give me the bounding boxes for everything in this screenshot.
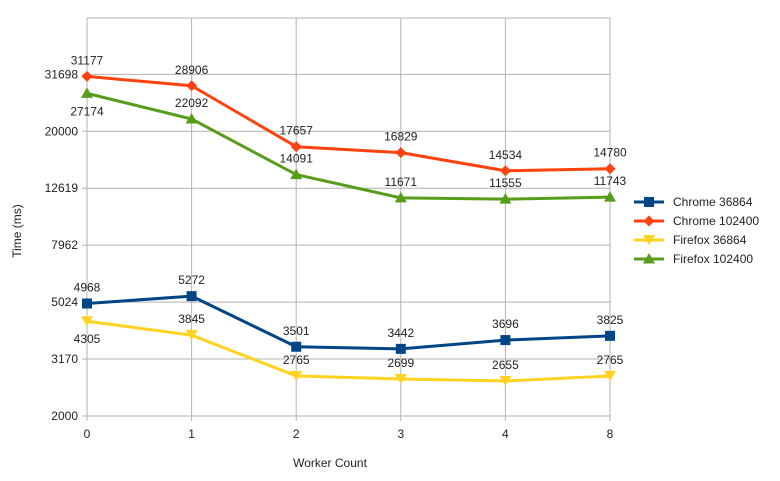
data-label: 14534	[489, 148, 523, 162]
data-point	[81, 70, 93, 82]
data-point	[394, 373, 407, 384]
data-point	[290, 168, 303, 180]
data-point	[604, 370, 616, 381]
y-tick-label: 31698	[45, 67, 79, 81]
data-point	[290, 370, 303, 381]
legend-label: Chrome 36864	[673, 195, 753, 209]
data-point	[291, 341, 302, 352]
data-label: 27174	[70, 104, 104, 118]
data-label: 3696	[492, 317, 519, 331]
y-tick-label: 7962	[51, 238, 78, 252]
data-label: 3845	[178, 312, 205, 326]
legend-label: Chrome 102400	[673, 214, 759, 228]
x-tick-label: 1	[188, 427, 195, 441]
data-label: 2765	[597, 353, 624, 367]
data-point	[395, 343, 406, 354]
y-tick-label: 20000	[45, 124, 79, 138]
y-tick-label: 5024	[51, 295, 78, 309]
data-label: 3442	[387, 326, 414, 340]
series-line	[86, 91, 611, 201]
x-tick-label: 8	[607, 427, 614, 441]
data-point	[81, 316, 93, 327]
data-label: 16829	[384, 130, 418, 144]
data-label: 14091	[280, 152, 314, 166]
plot-area	[86, 17, 611, 417]
series-line	[86, 74, 611, 173]
y-tick-label: 12619	[45, 181, 79, 195]
legend-label: Firefox 36864	[673, 233, 747, 247]
data-point	[604, 191, 616, 202]
y-tick-label: 2000	[51, 409, 78, 423]
legend-marker	[643, 253, 655, 264]
data-label: 2655	[492, 358, 519, 372]
legend-marker	[643, 215, 655, 227]
x-axis-ticks: 0 1 2 3 4 8	[84, 416, 614, 441]
data-point	[290, 141, 302, 153]
x-axis-title: Worker Count	[293, 456, 367, 470]
data-label: 2699	[387, 356, 414, 370]
series-group	[81, 70, 616, 386]
data-label: 4305	[74, 332, 101, 346]
series-line	[86, 319, 611, 383]
data-label: 3501	[283, 324, 310, 338]
data-point	[82, 298, 92, 309]
data-label: 31177	[71, 53, 104, 67]
data-label: 3825	[597, 313, 624, 327]
legend: Chrome 36864 Chrome 102400 Firefox 36864 Fi…	[634, 195, 759, 266]
y-tick-label: 3170	[51, 352, 78, 366]
data-label: 11555	[489, 176, 522, 190]
data-label: 11743	[594, 174, 627, 188]
data-label: 11671	[385, 175, 418, 189]
data-point	[186, 80, 198, 92]
data-point	[394, 191, 407, 203]
data-point	[499, 375, 512, 386]
y-axis-ticks: 2000 3170 5024 7962 12619 20000 31698	[45, 67, 87, 423]
legend-marker	[643, 235, 655, 245]
data-label: 5272	[178, 273, 205, 287]
legend-label: Firefox 102400	[673, 252, 753, 266]
data-point	[186, 291, 197, 302]
data-point	[500, 335, 511, 346]
legend-marker	[644, 197, 654, 207]
x-tick-label: 3	[397, 427, 404, 441]
data-point	[185, 112, 198, 124]
x-tick-label: 2	[293, 427, 300, 441]
x-tick-label: 0	[84, 427, 91, 441]
data-label: 17657	[280, 124, 314, 138]
data-labels: 4968 5272 3501 3442 3696 3825 31177 28906 17657 1…	[70, 53, 627, 372]
data-label: 14780	[593, 146, 627, 160]
data-point	[81, 87, 93, 98]
gridlines	[86, 18, 611, 417]
y-axis-title: Time (ms)	[10, 204, 24, 258]
data-label: 22092	[175, 96, 209, 110]
x-tick-label: 4	[502, 427, 509, 441]
data-point	[605, 330, 615, 341]
data-point	[499, 193, 512, 204]
data-point	[604, 163, 616, 175]
data-label: 2765	[283, 353, 310, 367]
data-label: 4968	[74, 280, 101, 294]
data-point	[499, 165, 511, 177]
data-label: 28906	[175, 63, 209, 77]
series-line	[86, 294, 611, 351]
data-point	[185, 330, 198, 341]
data-point	[395, 147, 407, 159]
